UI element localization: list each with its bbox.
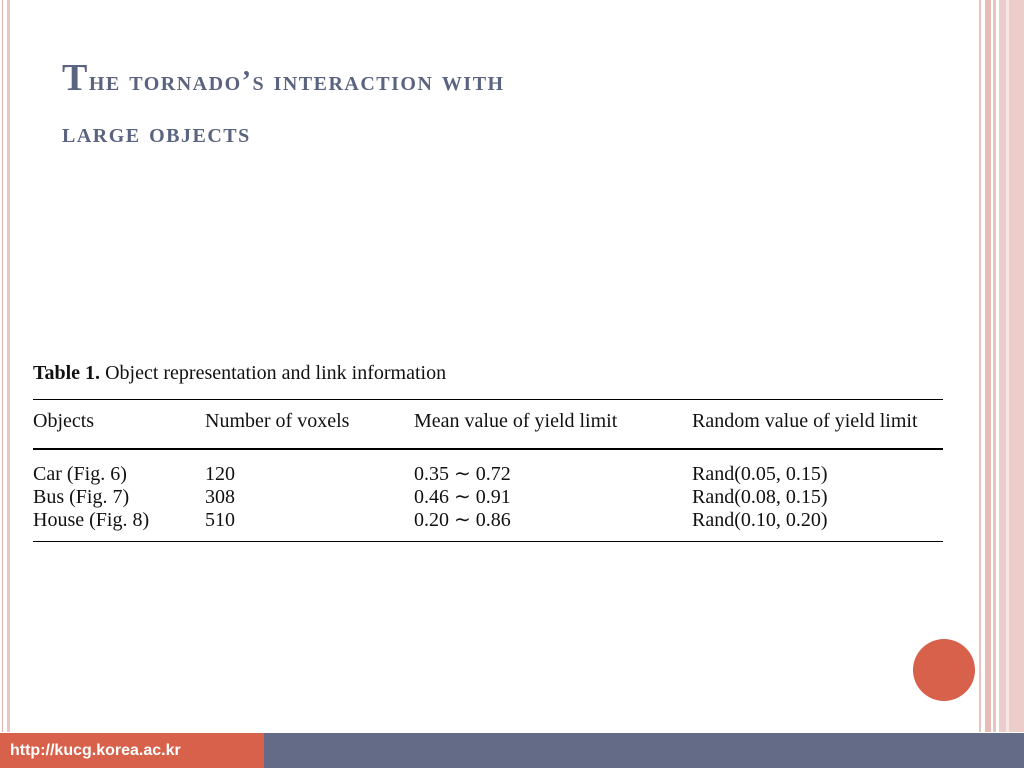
table-cell-object: Car (Fig. 6) <box>33 463 127 485</box>
right-stripe <box>979 0 981 732</box>
table-cell-random-yield: Rand(0.05, 0.15) <box>692 463 828 485</box>
table-caption: Table 1. Object representation and link … <box>33 362 446 385</box>
table-cell-object: House (Fig. 8) <box>33 509 150 531</box>
table-cell-random-yield: Rand(0.08, 0.15) <box>692 486 828 508</box>
right-stripe <box>999 0 1024 732</box>
table-header-rule <box>33 448 943 450</box>
table-cell-random-yield: Rand(0.10, 0.20) <box>692 509 828 531</box>
slide-title: The tornado’s interaction with large obj… <box>62 52 922 160</box>
right-stripe <box>1006 0 1009 732</box>
right-stripe <box>993 0 996 732</box>
column-header-random-yield: Random value of yield limit <box>692 410 918 432</box>
table-cell-mean-yield: 0.35 ∼ 0.72 <box>414 463 511 485</box>
table-caption-label: Table 1. <box>33 362 101 384</box>
table-cell-voxels: 510 <box>205 509 235 531</box>
title-initial: T <box>62 57 89 99</box>
column-header-objects: Objects <box>33 410 95 432</box>
table-cell-mean-yield: 0.46 ∼ 0.91 <box>414 486 511 508</box>
table-cell-voxels: 120 <box>205 463 235 485</box>
table-cell-object: Bus (Fig. 7) <box>33 486 130 508</box>
left-border-stripe <box>7 0 10 732</box>
left-border-line <box>2 0 3 732</box>
decorative-circle <box>913 639 975 701</box>
column-header-voxels: Number of voxels <box>205 410 350 432</box>
table-bottom-rule <box>33 541 943 542</box>
table-cell-voxels: 308 <box>205 486 235 508</box>
footer-url-link[interactable]: http://kucg.korea.ac.kr <box>0 733 264 768</box>
column-header-mean-yield: Mean value of yield limit <box>414 410 618 432</box>
right-stripe <box>985 0 991 732</box>
table-cell-mean-yield: 0.20 ∼ 0.86 <box>414 509 511 531</box>
title-line-1: he tornado’s interaction with <box>88 66 505 97</box>
table-top-rule <box>33 399 943 400</box>
table-caption-text: Object representation and link informati… <box>100 362 447 384</box>
title-line-2: large objects <box>62 118 251 149</box>
